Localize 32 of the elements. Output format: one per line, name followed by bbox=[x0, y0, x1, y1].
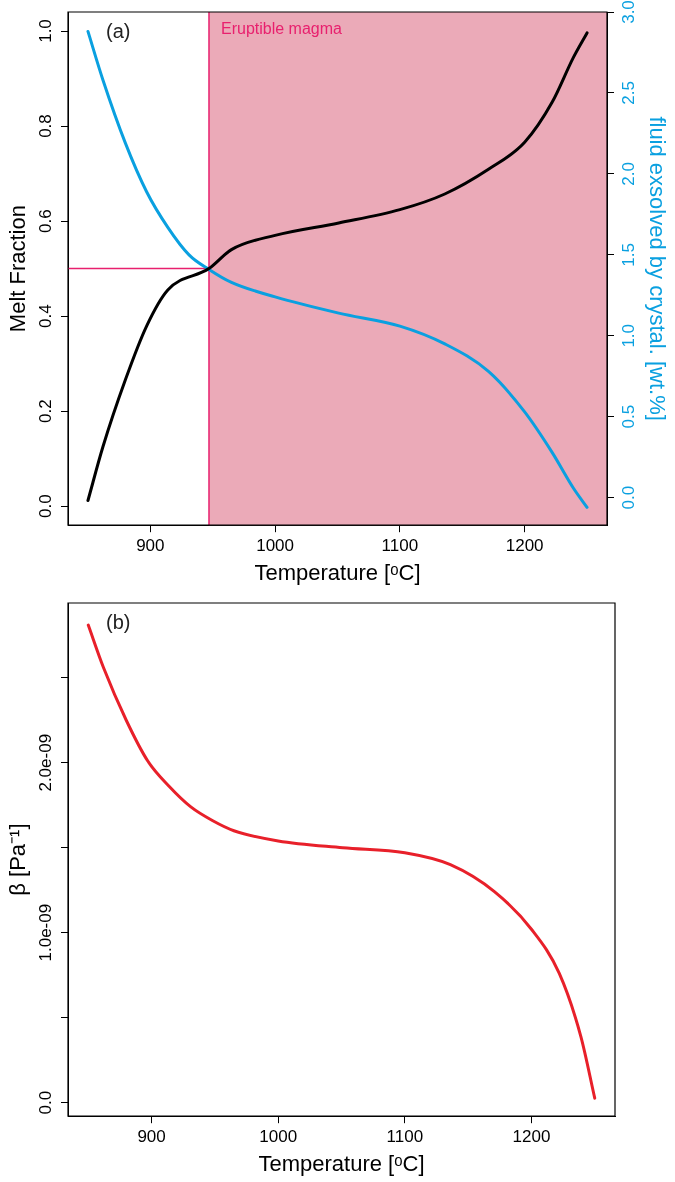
y2-tick-label: 3.0 bbox=[618, 0, 638, 24]
annotation: (b) bbox=[106, 610, 131, 633]
y2-tick-label: 1.5 bbox=[618, 243, 638, 267]
x-tick-label: 1000 bbox=[256, 536, 295, 556]
y-tick-label: 0.2 bbox=[35, 399, 55, 423]
x-tick-label: 1100 bbox=[386, 1127, 424, 1147]
y-tick-label: 1.0e-09 bbox=[35, 903, 55, 962]
y-tick-label: 0.8 bbox=[35, 114, 55, 138]
y2-tick-label: 0.5 bbox=[618, 404, 638, 429]
x-tick-label: 1200 bbox=[512, 1127, 551, 1147]
band-label: Eruptible magma bbox=[220, 20, 343, 38]
y-tick-label: 2.0e-09 bbox=[35, 733, 55, 792]
y-tick-label: 0.0 bbox=[35, 1090, 55, 1115]
x-tick-label: 1000 bbox=[259, 1127, 298, 1147]
y2-axis-title: fluid exsolved by crystal. [wt.%] bbox=[644, 116, 670, 421]
x-tick-label: 900 bbox=[137, 1127, 166, 1147]
y2-tick-label: 2.0 bbox=[618, 162, 638, 186]
y2-tick-label: 1.0 bbox=[618, 323, 638, 348]
y-tick-label: 0.4 bbox=[35, 304, 55, 328]
y-axis-title: β [Pa⁻¹] bbox=[5, 823, 31, 896]
x-axis-title: Temperature [ᵒC] bbox=[254, 559, 421, 585]
annotation: (a) bbox=[106, 19, 131, 42]
y-tick-label: 0.0 bbox=[35, 494, 55, 519]
y2-tick-label: 2.5 bbox=[618, 81, 638, 105]
y-tick-label: 1.0 bbox=[35, 19, 55, 43]
x-tick-label: 1200 bbox=[505, 536, 544, 556]
x-tick-label: 900 bbox=[136, 536, 165, 556]
x-axis-title: Temperature [ᵒC] bbox=[258, 1150, 425, 1176]
y-tick-label: 0.6 bbox=[35, 209, 55, 233]
y2-tick-label: 0.0 bbox=[618, 485, 638, 510]
x-tick-label: 1100 bbox=[381, 536, 419, 556]
y-axis-title: Melt Fraction bbox=[5, 205, 31, 333]
